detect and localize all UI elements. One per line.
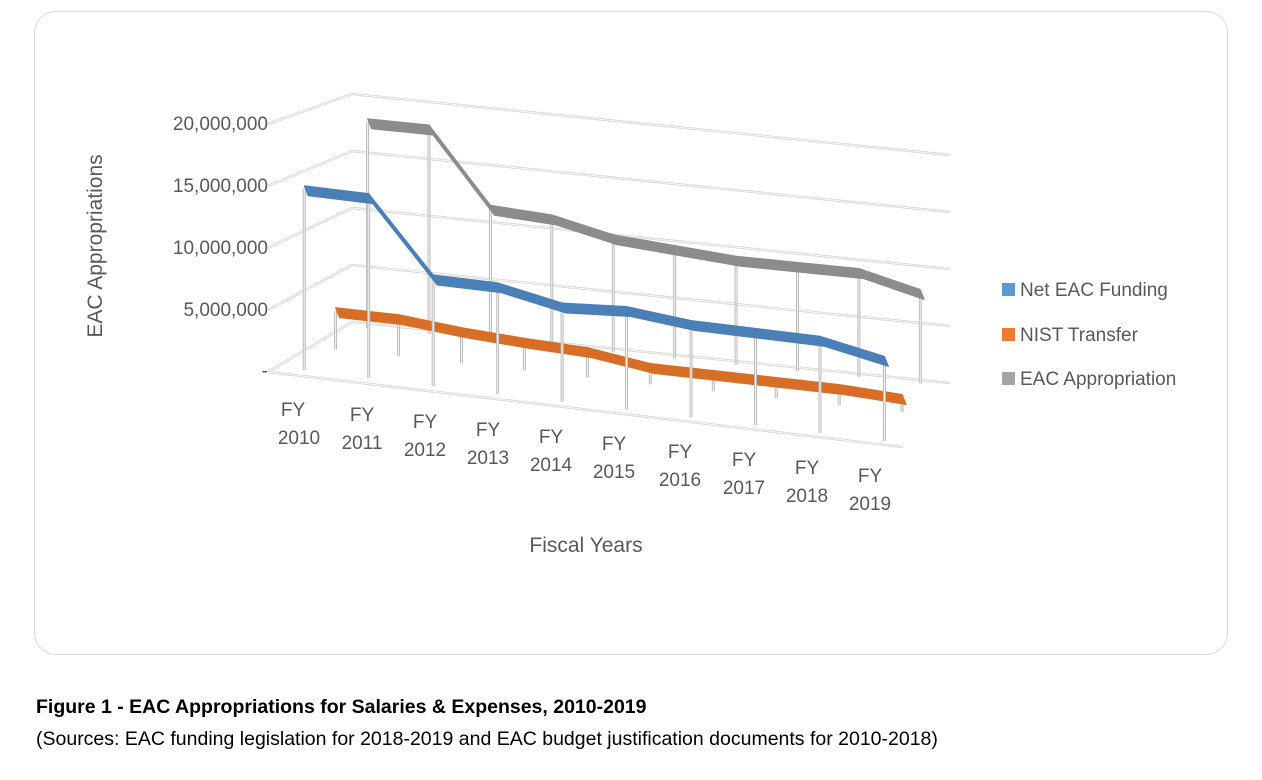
legend: Net EAC Funding NIST Transfer EAC Appropri…: [1002, 280, 1176, 390]
data-segment: [497, 282, 567, 314]
x-tick-label-line2: 2017: [723, 478, 765, 499]
data-segment: [755, 327, 825, 347]
data-segment: [523, 337, 592, 359]
data-segment: [858, 267, 925, 301]
y-tick-label: 5,000,000: [183, 300, 268, 321]
data-segment: [649, 363, 718, 382]
x-tick-label-line1: FY: [476, 420, 501, 441]
x-tick-label-line2: 2011: [342, 433, 383, 454]
x-tick-label: FY 2010: [278, 400, 320, 449]
legend-label: Net EAC Funding: [1020, 280, 1168, 301]
chart-frame: [34, 11, 1228, 655]
series-nist-transfer: [334, 307, 907, 413]
data-segment: [367, 118, 434, 136]
x-tick-label-line2: 2013: [467, 448, 509, 469]
x-tick-label-line1: FY: [795, 458, 820, 479]
data-segment: [460, 327, 529, 349]
gridline-highlight: [267, 150, 951, 213]
x-tick-label: FY 2015: [593, 434, 635, 483]
x-tick-label: FY 2016: [659, 442, 701, 491]
y-tick-label: 10,000,000: [173, 238, 268, 259]
x-tick-label: FY 2012: [404, 412, 446, 461]
data-segment: [674, 244, 741, 267]
data-segment: [712, 370, 781, 389]
x-tick-label: FY 2018: [786, 458, 828, 507]
x-tick-label: FY 2014: [530, 427, 573, 476]
x-tick-label-line2: 2019: [849, 494, 891, 515]
gridline-highlight: [267, 93, 951, 156]
legend-swatch: [1002, 372, 1015, 385]
x-tick-label: FY 2011: [342, 405, 383, 454]
x-tick-label-line1: FY: [732, 450, 757, 471]
figure-caption-title: Figure 1 - EAC Appropriations for Salari…: [36, 696, 647, 718]
legend-swatch: [1002, 283, 1015, 296]
data-segment: [690, 320, 761, 339]
gridline-highlight: [267, 321, 951, 384]
x-tick-label-line2: 2016: [659, 470, 701, 491]
y-axis-ticks: - 5,000,000 10,000,000 15,000,000 20,000,000: [173, 114, 268, 382]
figure-caption-source: (Sources: EAC funding legislation for 20…: [36, 728, 938, 750]
gridline-highlight: [267, 207, 951, 270]
series-net-eac-funding: [302, 185, 889, 441]
x-tick-label-line1: FY: [413, 412, 438, 433]
data-segment: [796, 261, 864, 279]
x-axis-ticks: FY 2010 FY 2011 FY 2012 FY 2013 FY 2014 FY 2015 FY 20…: [278, 400, 891, 515]
x-tick-label-line2: 2018: [786, 486, 828, 507]
gridline-highlight: [267, 264, 951, 327]
x-axis-title: Fiscal Years: [529, 534, 642, 557]
x-tick-label-line1: FY: [858, 466, 883, 487]
data-segment: [561, 302, 632, 318]
x-tick-label-line1: FY: [668, 442, 693, 463]
data-segment: [735, 255, 802, 273]
gridlines: [267, 92, 951, 449]
x-tick-label-line1: FY: [602, 434, 627, 455]
x-tick-label: FY 2013: [467, 420, 509, 469]
legend-item: Net EAC Funding: [1002, 280, 1168, 301]
floor-edge-highlight: [267, 371, 904, 448]
x-tick-label-line2: 2015: [593, 462, 635, 483]
legend-swatch: [1002, 328, 1015, 341]
y-tick-label: 15,000,000: [173, 176, 268, 197]
series-layer: [302, 118, 925, 441]
x-tick-label-line2: 2014: [530, 455, 573, 476]
data-segment: [838, 384, 907, 405]
data-segment: [303, 185, 374, 205]
x-tick-label-line1: FY: [539, 427, 564, 448]
x-tick-label-line2: 2012: [404, 440, 446, 461]
data-segment: [775, 377, 844, 396]
y-tick-label: 20,000,000: [173, 114, 268, 135]
x-tick-label-line1: FY: [281, 400, 306, 421]
legend-label: NIST Transfer: [1020, 325, 1139, 346]
x-tick-label-line1: FY: [350, 405, 375, 426]
series-eac-appropriation: [366, 118, 925, 384]
legend-item: NIST Transfer: [1002, 325, 1139, 346]
x-tick-label-line2: 2010: [278, 428, 320, 449]
y-axis-title: EAC Appropriations: [84, 154, 107, 337]
data-segment: [819, 335, 889, 367]
data-segment: [626, 306, 696, 332]
x-tick-label: FY 2017: [723, 450, 765, 499]
data-segment: [428, 124, 495, 216]
y-tick-label: -: [262, 361, 268, 382]
legend-item: EAC Appropriation: [1002, 369, 1176, 390]
x-tick-label: FY 2019: [849, 466, 891, 515]
legend-label: EAC Appropriation: [1020, 369, 1176, 390]
